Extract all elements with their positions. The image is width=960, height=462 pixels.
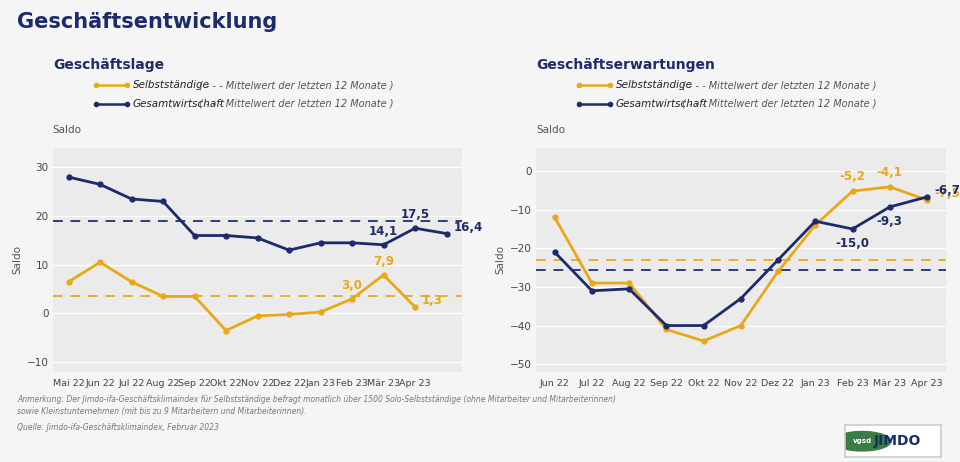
Text: -5,2: -5,2 bbox=[840, 170, 866, 183]
Y-axis label: Saldo: Saldo bbox=[496, 245, 506, 274]
Text: Saldo: Saldo bbox=[53, 125, 82, 135]
Text: Geschäftserwartungen: Geschäftserwartungen bbox=[536, 58, 715, 72]
Text: Quelle: Jimdo-ifa-Geschäftsklimaindex, Februar 2023: Quelle: Jimdo-ifa-Geschäftsklimaindex, F… bbox=[17, 423, 219, 432]
Text: 16,4: 16,4 bbox=[453, 220, 483, 234]
Y-axis label: Saldo: Saldo bbox=[12, 245, 23, 274]
Text: Selbstständige: Selbstständige bbox=[132, 80, 209, 91]
Text: Gesamtwirtschaft: Gesamtwirtschaft bbox=[615, 99, 708, 109]
Text: 7,9: 7,9 bbox=[373, 255, 395, 268]
Text: Anmerkung: Der Jimdo-ifa-Geschäftsklimaindex für Selbstständige befragt monatlic: Anmerkung: Der Jimdo-ifa-Geschäftsklimai… bbox=[17, 395, 616, 416]
Circle shape bbox=[833, 432, 891, 451]
Text: vgsd: vgsd bbox=[852, 438, 872, 444]
Text: ( - - - Mittelwert der letzten 12 Monate ): ( - - - Mittelwert der letzten 12 Monate… bbox=[199, 80, 394, 91]
Text: -4,1: -4,1 bbox=[876, 165, 902, 178]
Text: -15,0: -15,0 bbox=[835, 237, 870, 250]
Text: -6,7: -6,7 bbox=[934, 184, 960, 197]
Text: ( - - - Mittelwert der letzten 12 Monate ): ( - - - Mittelwert der letzten 12 Monate… bbox=[199, 99, 394, 109]
Text: Selbstständige: Selbstständige bbox=[615, 80, 693, 91]
Text: 14,1: 14,1 bbox=[369, 225, 398, 238]
Text: Gesamtwirtschaft: Gesamtwirtschaft bbox=[132, 99, 225, 109]
Text: Geschäftslage: Geschäftslage bbox=[53, 58, 164, 72]
Text: -7,5: -7,5 bbox=[934, 187, 960, 200]
Text: ( - - - Mittelwert der letzten 12 Monate ): ( - - - Mittelwert der letzten 12 Monate… bbox=[682, 80, 876, 91]
Text: -9,3: -9,3 bbox=[876, 215, 902, 228]
Text: 1,3: 1,3 bbox=[422, 294, 443, 307]
Text: Saldo: Saldo bbox=[536, 125, 565, 135]
Text: 3,0: 3,0 bbox=[342, 279, 363, 292]
Text: Geschäftsentwicklung: Geschäftsentwicklung bbox=[17, 12, 277, 31]
Text: JIMDO: JIMDO bbox=[874, 434, 922, 448]
Text: ( - - - Mittelwert der letzten 12 Monate ): ( - - - Mittelwert der letzten 12 Monate… bbox=[682, 99, 876, 109]
Text: 17,5: 17,5 bbox=[400, 208, 430, 221]
